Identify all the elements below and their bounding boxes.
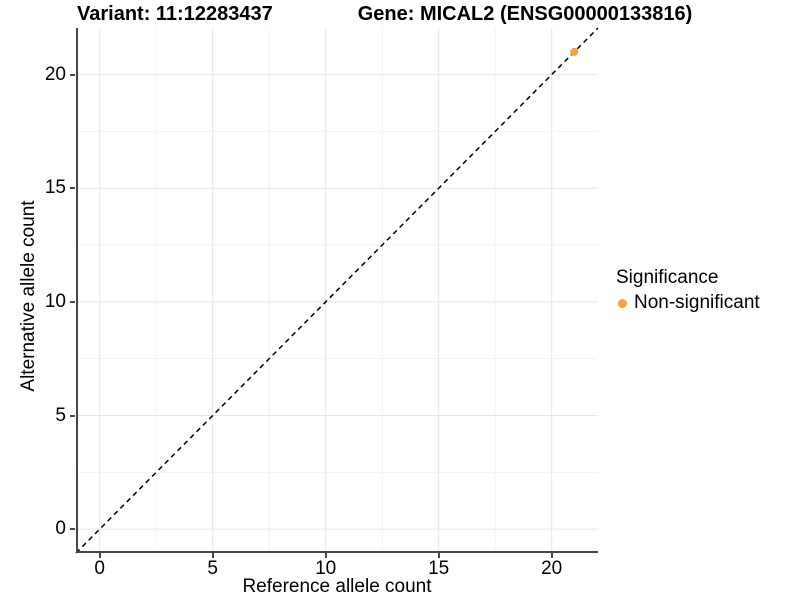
y-tick-label: 10 — [44, 290, 66, 312]
identity-dashed-line — [75, 27, 599, 554]
y-tick-label: 0 — [55, 518, 66, 540]
y-tick-mark — [70, 528, 75, 531]
plot-title-gene: Gene: MICAL2 (ENSG00000133816) — [357, 3, 693, 25]
legend-point-icon — [618, 298, 627, 308]
x-axis-title: Reference allele count — [242, 576, 432, 597]
y-tick-label: 20 — [44, 63, 66, 85]
plot-panel — [75, 27, 599, 554]
legend-title: Significance — [616, 267, 719, 288]
plot-canvas — [75, 27, 599, 554]
x-tick-mark — [98, 553, 101, 558]
x-tick-mark — [550, 553, 553, 558]
data-point[interactable] — [570, 47, 579, 56]
y-tick-mark — [70, 414, 75, 417]
y-tick-mark — [70, 300, 75, 303]
y-tick-label: 15 — [44, 177, 66, 199]
y-tick-label: 5 — [55, 404, 66, 426]
x-tick-label: 0 — [94, 558, 105, 579]
y-tick-mark — [70, 187, 75, 190]
x-tick-label: 20 — [541, 558, 563, 579]
x-tick-label: 5 — [207, 558, 218, 579]
x-tick-label: 15 — [428, 558, 450, 579]
legend: Significance Non-significant — [616, 266, 760, 315]
legend-item-non-significant: Non-significant — [616, 291, 760, 315]
x-tick-label: 10 — [315, 558, 337, 579]
x-tick-mark — [324, 553, 327, 558]
plot-title: Variant: 11:12283437 Gene: MICAL2 (ENSG0… — [77, 3, 692, 25]
legend-item-label: Non-significant — [634, 292, 760, 313]
plot-title-variant: Variant: 11:12283437 — [77, 3, 273, 25]
x-tick-mark — [211, 553, 214, 558]
x-tick-mark — [437, 553, 440, 558]
y-tick-mark — [70, 73, 75, 76]
